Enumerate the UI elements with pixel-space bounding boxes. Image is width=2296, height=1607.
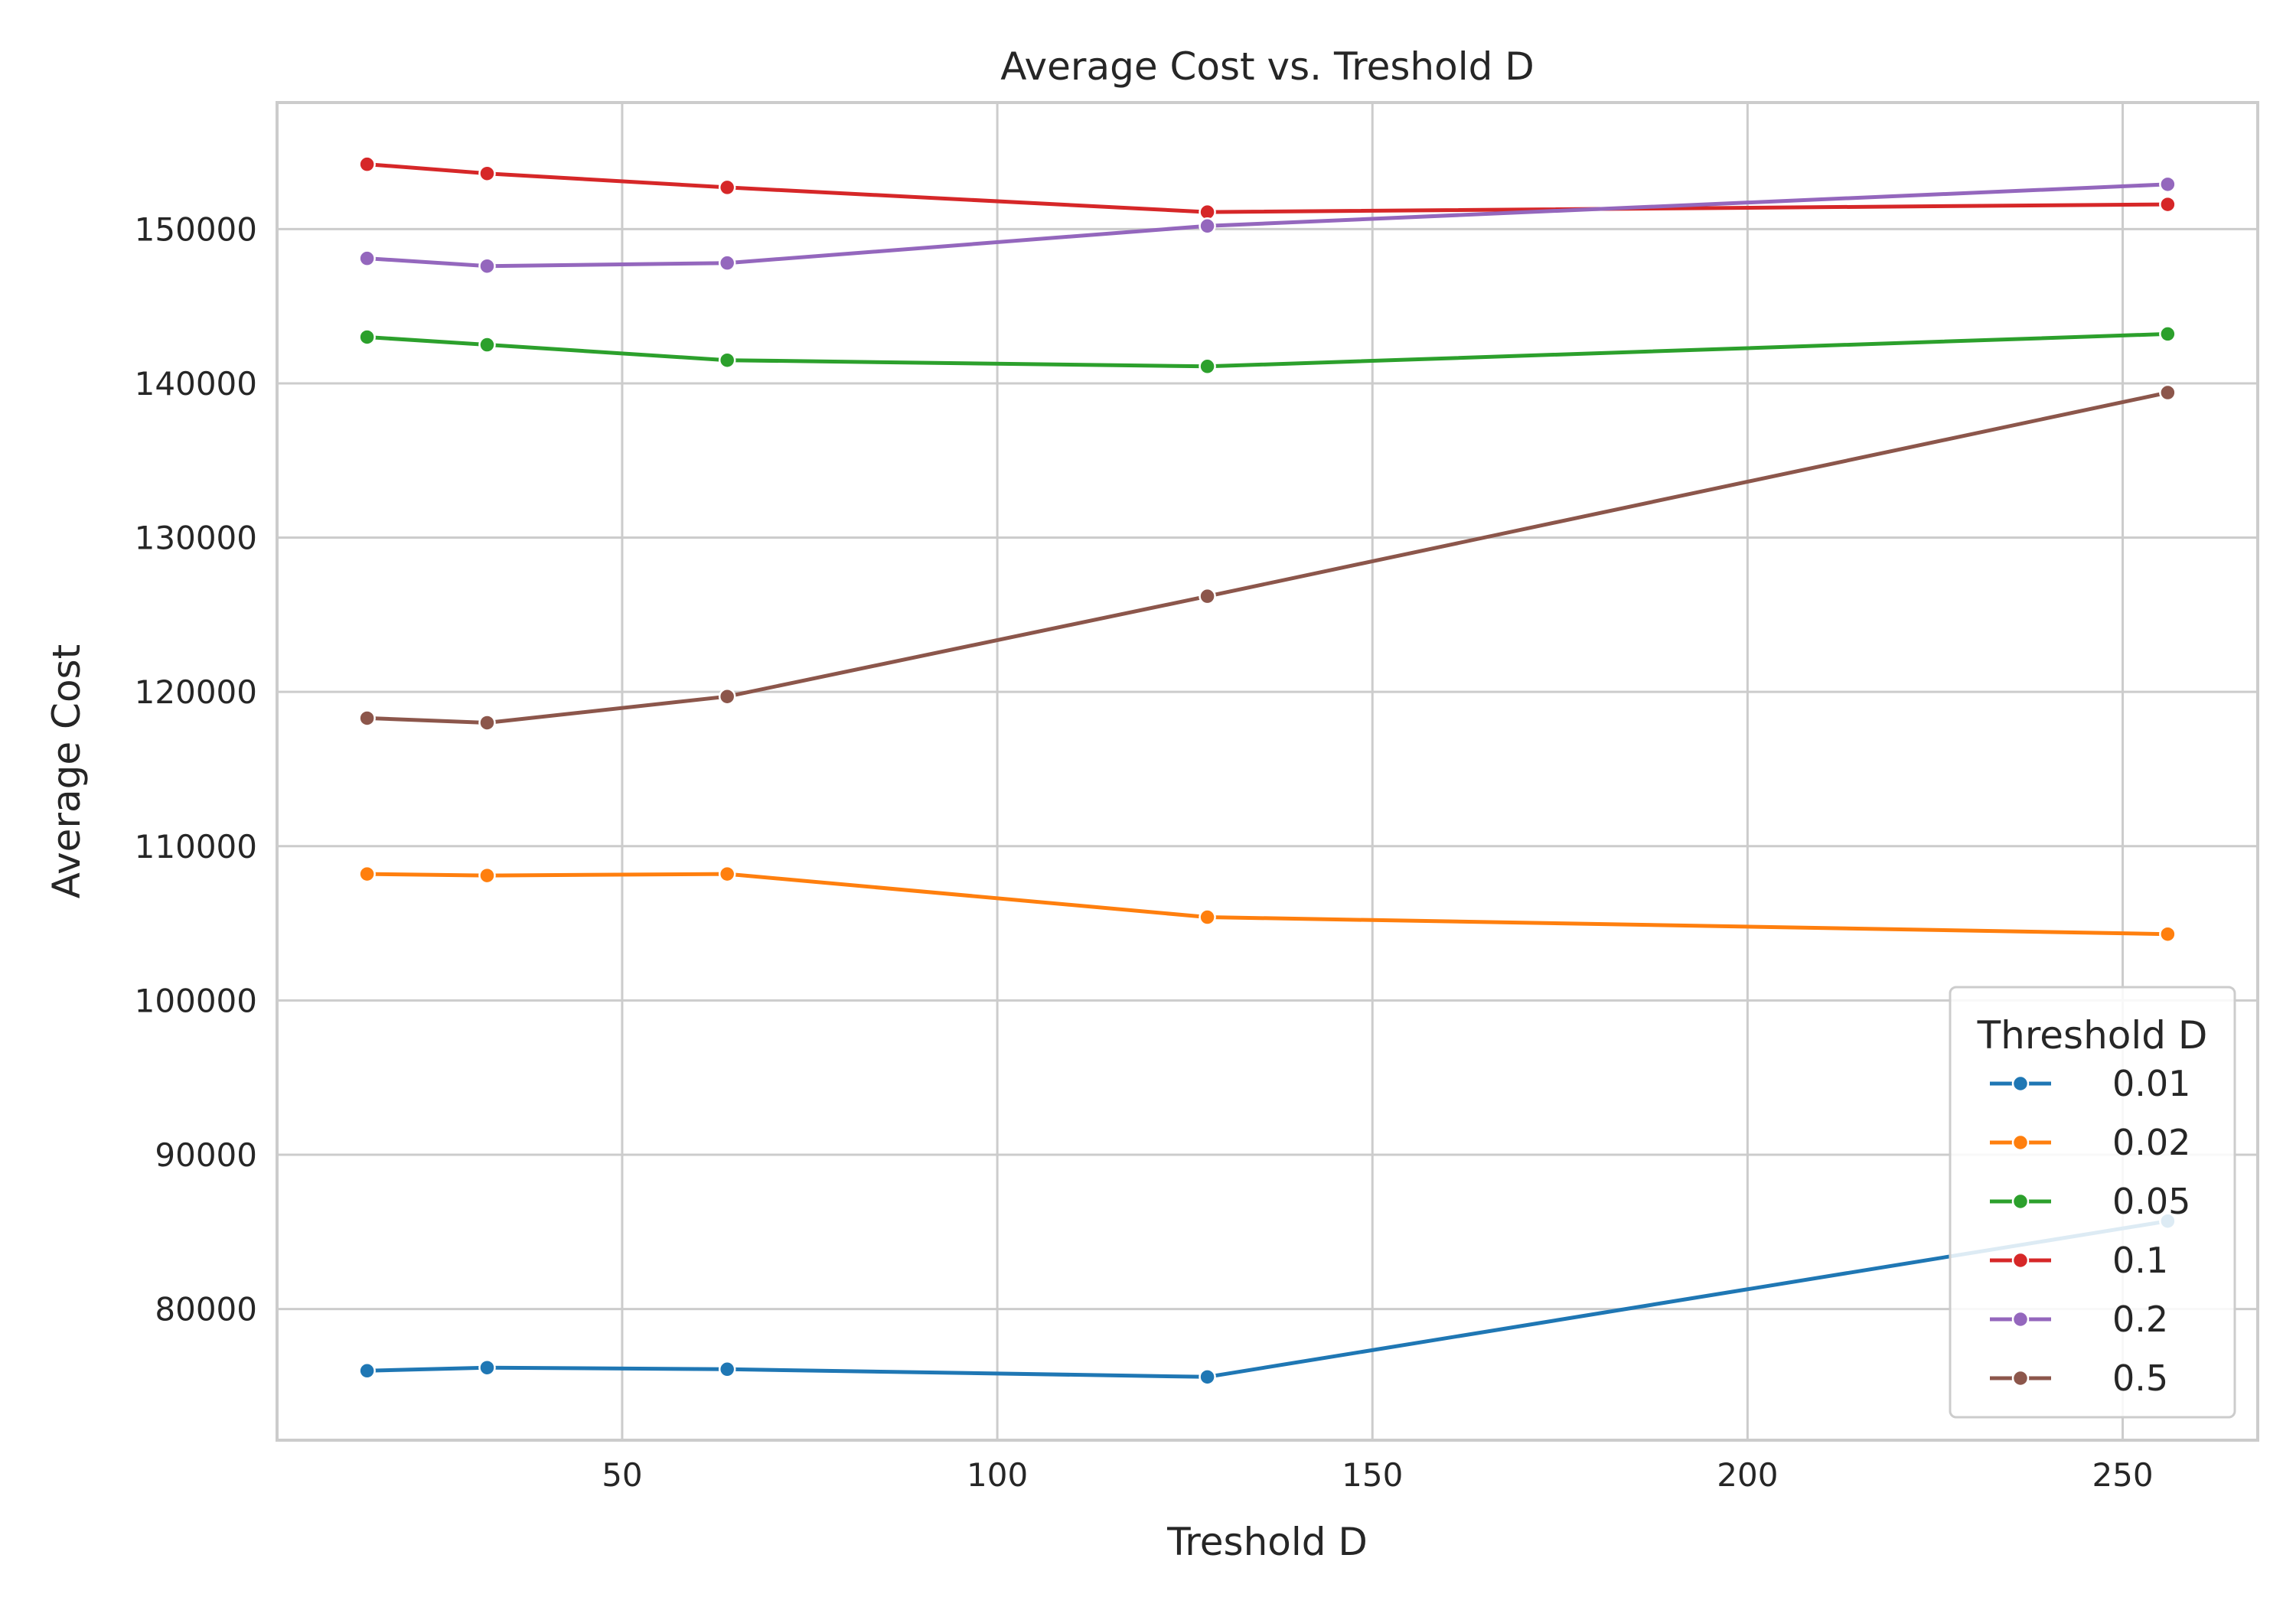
y-axis-label: Average Cost: [44, 644, 89, 898]
series-line: [367, 162, 2168, 214]
series-0-2: [358, 175, 2177, 275]
series-line: [367, 1219, 2168, 1379]
data-point: [2159, 195, 2177, 214]
data-point: [718, 254, 736, 272]
data-point: [478, 165, 496, 182]
data-point: [1199, 357, 1216, 376]
data-point: [718, 178, 736, 197]
legend-marker: [2011, 1133, 2030, 1152]
y-tick-label: 150000: [135, 210, 257, 248]
chart-title: Average Cost vs. Treshold D: [1000, 44, 1534, 89]
legend-marker: [2011, 1074, 2030, 1093]
data-point: [478, 866, 496, 885]
legend-title: Threshold D: [1977, 1013, 2208, 1058]
x-tick-label: 150: [1342, 1456, 1403, 1494]
legend-item-0-01: 0.01: [1990, 1063, 2190, 1104]
data-point: [358, 249, 376, 267]
data-point: [478, 336, 496, 354]
series-line: [367, 331, 2168, 369]
series-0-5: [358, 383, 2177, 732]
data-point: [1199, 908, 1216, 926]
legend-item-0-05: 0.05: [1990, 1181, 2190, 1222]
data-point: [2159, 175, 2177, 194]
data-point: [478, 714, 496, 732]
data-point: [358, 1362, 376, 1380]
y-tick-label: 130000: [135, 520, 257, 557]
y-tick-label: 100000: [135, 982, 257, 1019]
data-point: [358, 865, 376, 883]
series-layer: [358, 155, 2177, 1386]
x-tick-label: 250: [2092, 1456, 2153, 1494]
series-0-02: [358, 865, 2177, 943]
data-point: [1199, 217, 1216, 235]
legend-marker: [2011, 1251, 2030, 1270]
legend-label: 0.05: [2112, 1181, 2190, 1222]
legend-marker: [2011, 1369, 2030, 1387]
data-point: [718, 1361, 736, 1378]
x-axis-label: Treshold D: [1166, 1520, 1368, 1564]
legend-item-0-5: 0.5: [1990, 1358, 2168, 1399]
legend-label: 0.01: [2112, 1063, 2190, 1104]
legend-marker: [2011, 1310, 2030, 1328]
y-tick-label: 110000: [135, 828, 257, 865]
data-point: [718, 865, 736, 883]
y-tick-label: 90000: [155, 1136, 257, 1174]
x-tick-label: 50: [602, 1456, 642, 1494]
grid-layer: [277, 103, 2258, 1440]
legend-item-0-2: 0.2: [1990, 1299, 2168, 1340]
legend-item-0-02: 0.02: [1990, 1122, 2190, 1163]
series-line: [367, 872, 2168, 937]
data-point: [358, 328, 376, 346]
data-point: [358, 709, 376, 727]
data-point: [358, 155, 376, 173]
legend: Threshold D 0.01 0.02 0.05 0.1 0.2 0.5: [1949, 986, 2236, 1419]
x-tick-labels: 50 100 150 200 250: [602, 1456, 2153, 1494]
plot-frame: [276, 101, 2259, 1442]
legend-label: 0.2: [2112, 1299, 2168, 1340]
data-point: [478, 257, 496, 275]
data-point: [718, 687, 736, 706]
legend-box: [1949, 986, 2236, 1419]
y-tick-label: 140000: [135, 365, 257, 403]
series-0-05: [358, 325, 2177, 376]
series-0-1: [358, 155, 2177, 221]
legend-label: 0.1: [2112, 1240, 2168, 1281]
data-point: [2159, 383, 2177, 402]
data-point: [2159, 925, 2177, 943]
data-point: [478, 1358, 496, 1377]
legend-label: 0.5: [2112, 1358, 2168, 1399]
y-tick-label: 120000: [135, 673, 257, 711]
y-tick-labels: 80000 90000 100000 110000 120000 130000 140000…: [135, 210, 257, 1328]
x-tick-label: 100: [967, 1456, 1028, 1494]
legend-item-0-1: 0.1: [1990, 1240, 2168, 1281]
series-line: [367, 182, 2168, 269]
x-tick-label: 200: [1717, 1456, 1778, 1494]
legend-label: 0.02: [2112, 1122, 2190, 1163]
data-point: [1199, 587, 1216, 605]
y-tick-label: 80000: [155, 1291, 257, 1328]
series-line: [367, 390, 2168, 725]
series-0-01: [358, 1212, 2177, 1386]
legend-marker: [2011, 1192, 2030, 1211]
legend-items: 0.01 0.02 0.05 0.1 0.2 0.5: [1990, 1063, 2190, 1399]
data-point: [718, 351, 736, 369]
data-point: [2159, 325, 2177, 343]
data-point: [1199, 1368, 1216, 1386]
